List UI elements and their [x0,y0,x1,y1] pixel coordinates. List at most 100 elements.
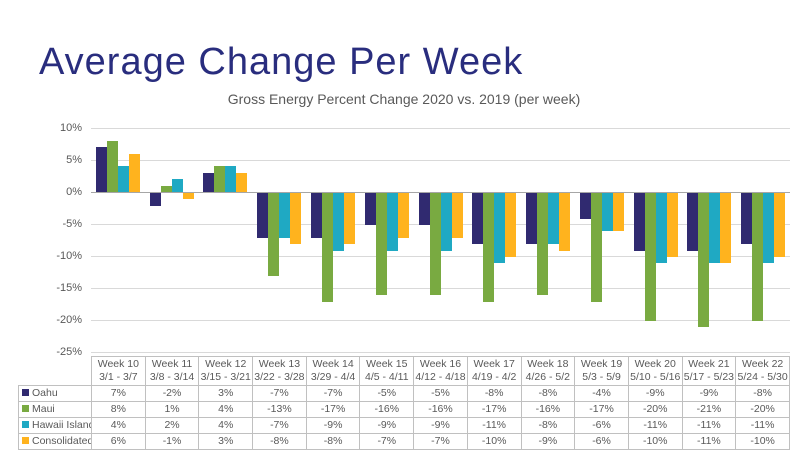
bar-hawaii-island-week-10 [117,166,129,192]
value-consolidated-week-14: -8% [305,433,361,450]
y-tick-label: -20% [56,314,82,326]
bar-consolidated-week-13 [290,193,302,245]
week-date-range: 5/17 - 5/23 [683,371,734,384]
value-maui-week-22: -20% [735,401,790,419]
x-axis-zero-line [91,192,790,193]
y-tick-label: 0% [66,186,82,198]
bar-maui-week-17 [483,193,495,302]
bar-consolidated-week-16 [451,193,463,238]
bar-hawaii-island-week-14 [333,193,344,251]
table-row-hawaii-island: Hawaii Island 4% 2% 4% -7% -9% -9% -9% -11% -8% -6… [18,417,790,435]
week-date-range: 3/22 - 3/28 [254,371,305,384]
legend-color-swatch [22,421,29,429]
bar-maui-week-19 [590,193,602,302]
gridline [91,288,790,289]
value-hawaii-island-week-15: -9% [359,417,415,435]
value-consolidated-week-15: -7% [359,433,415,450]
gridline [91,320,790,321]
value-consolidated-week-12: 3% [198,433,254,450]
slide-title: Average Change Per Week [39,41,524,83]
week-label: Week 14 [312,358,354,370]
value-consolidated-week-13: -8% [252,433,307,450]
legend-series-name: Maui [32,403,55,416]
value-oahu-week-12: 3% [198,385,254,403]
table-header-week-17: Week 17 4/19 - 4/2 [466,355,522,387]
legend-oahu: Oahu [18,385,92,403]
value-maui-week-21: -21% [681,401,737,419]
bar-maui-week-18 [537,193,548,296]
week-label: Week 12 [205,358,247,370]
week-label: Week 20 [634,358,676,370]
bar-consolidated-week-10 [128,153,140,192]
table-row-oahu: Oahu 7% -2% 3% -7% -7% -5% -5% -8% -8% -4% -9% -9% -8… [18,385,790,403]
y-tick-label: -25% [56,346,82,358]
week-date-range: 5/10 - 5/16 [630,371,681,384]
week-date-range: 5/24 - 5/30 [737,371,788,384]
bar-oahu-week-16 [418,193,430,225]
value-maui-week-20: -20% [627,401,683,419]
bar-oahu-week-15 [364,193,376,225]
value-oahu-week-21: -9% [681,385,737,403]
gridline [91,128,790,129]
bar-oahu-week-18 [526,193,537,245]
legend-series-name: Hawaii Island [32,419,92,432]
bar-hawaii-island-week-16 [440,193,452,251]
bar-maui-week-20 [644,193,656,321]
value-consolidated-week-18: -9% [520,433,576,450]
value-oahu-week-20: -9% [627,385,683,403]
bar-hawaii-island-week-13 [279,193,291,238]
bar-consolidated-week-21 [720,193,732,264]
table-header-week-19: Week 19 5/3 - 5/9 [574,355,629,387]
week-date-range: 4/19 - 4/2 [471,371,517,384]
value-oahu-week-17: -8% [466,385,522,403]
value-oahu-week-13: -7% [252,385,307,403]
value-maui-week-10: 8% [91,401,146,419]
value-oahu-week-11: -2% [144,385,200,403]
week-label: Week 18 [527,358,569,370]
week-label: Week 22 [742,358,784,370]
value-maui-week-11: 1% [144,401,200,419]
value-maui-week-16: -16% [413,401,468,419]
value-hawaii-island-week-20: -11% [627,417,683,435]
table-row-consolidated: Consolidated 6% -1% 3% -8% -8% -7% -7% -10% -9% -6… [18,433,790,450]
value-oahu-week-16: -5% [413,385,468,403]
value-consolidated-week-20: -10% [627,433,683,450]
y-tick-label: 10% [59,122,82,134]
bar-maui-week-16 [429,193,441,296]
table-header-week-11: Week 11 3/8 - 3/14 [144,355,200,387]
table-row-maui: Maui 8% 1% 4% -13% -17% -16% -16% -17% -16% -17% -2… [18,401,790,419]
value-consolidated-week-22: -10% [735,433,790,450]
value-oahu-week-14: -7% [305,385,361,403]
table-header-week-15: Week 15 4/5 - 4/11 [359,355,415,387]
plot-area [91,128,790,353]
bar-hawaii-island-week-11 [171,179,183,192]
y-tick-label: -10% [56,250,82,262]
value-oahu-week-15: -5% [359,385,415,403]
week-date-range: 3/1 - 3/7 [99,371,138,384]
bar-maui-week-12 [214,166,226,192]
y-tick-label: 5% [66,154,82,166]
table-header-week-12: Week 12 3/15 - 3/21 [198,355,254,387]
value-hawaii-island-week-12: 4% [198,417,254,435]
week-date-range: 4/5 - 4/11 [364,371,409,384]
week-date-range: 3/8 - 3/14 [149,371,195,384]
bar-oahu-week-13 [257,193,269,238]
week-label: Week 15 [366,358,408,370]
value-oahu-week-18: -8% [520,385,576,403]
bar-maui-week-15 [375,193,387,296]
value-oahu-week-10: 7% [91,385,146,403]
value-hawaii-island-week-17: -11% [466,417,522,435]
week-label: Week 17 [473,358,515,370]
bar-maui-week-10 [106,140,118,192]
bar-oahu-week-12 [203,172,215,192]
legend-hawaii-island: Hawaii Island [18,417,92,435]
value-hawaii-island-week-21: -11% [681,417,737,435]
table-header-week-13: Week 13 3/22 - 3/28 [252,355,307,387]
value-consolidated-week-19: -6% [574,433,629,450]
bar-consolidated-week-12 [236,172,248,192]
bar-oahu-week-22 [741,193,753,245]
gridline [91,256,790,257]
bar-oahu-week-10 [95,147,107,192]
value-oahu-week-22: -8% [735,385,790,403]
week-date-range: 5/3 - 5/9 [582,371,621,384]
